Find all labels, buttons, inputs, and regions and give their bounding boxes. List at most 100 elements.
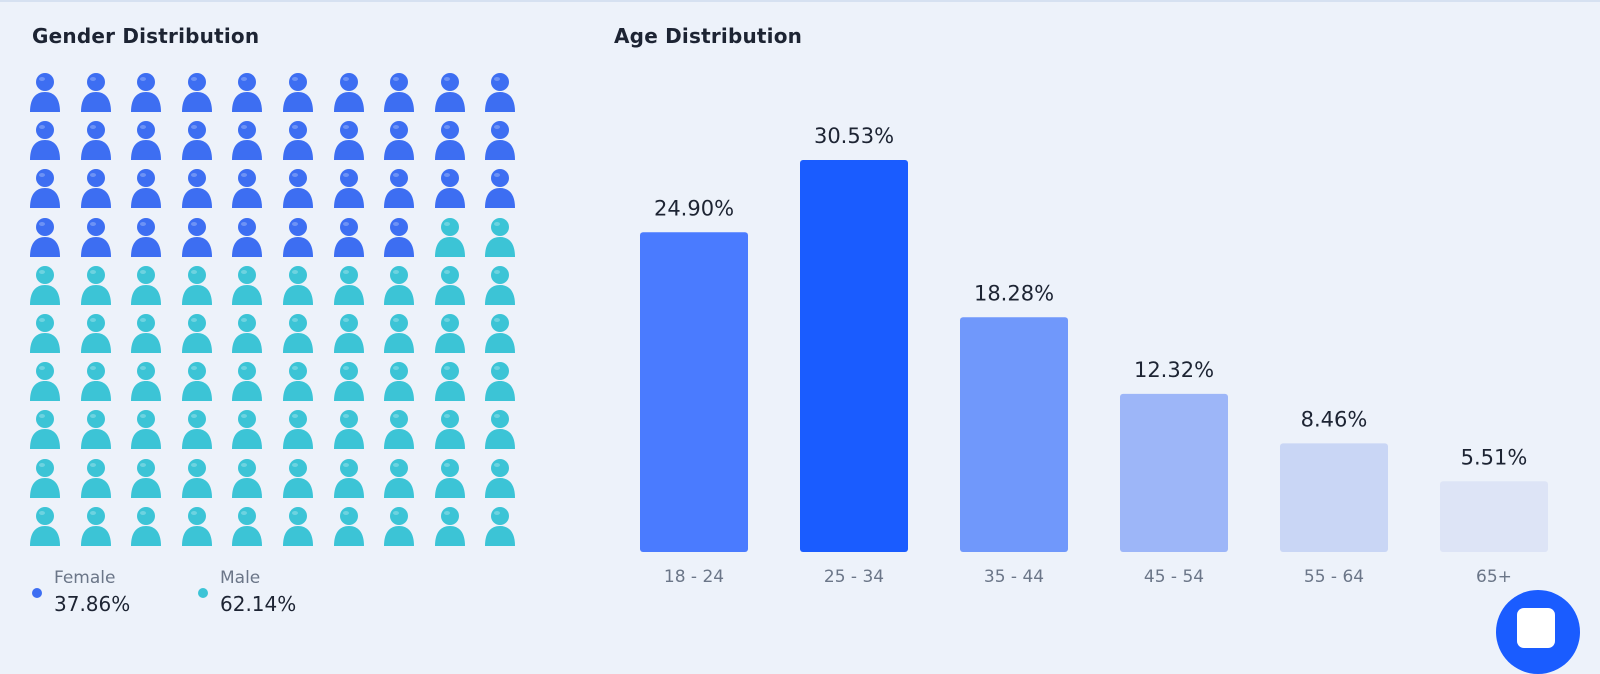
male-person-icon	[180, 265, 214, 305]
female-person-icon	[281, 120, 315, 161]
female-person-icon	[79, 120, 113, 161]
male-person-icon	[483, 361, 517, 402]
male-person-icon	[382, 361, 416, 402]
male-person-icon	[433, 313, 467, 353]
female-person-icon	[332, 168, 366, 209]
male-person-icon	[382, 313, 416, 353]
bar-value-label: 18.28%	[974, 281, 1054, 305]
female-person-icon	[28, 72, 62, 112]
male-person-icon	[230, 458, 264, 498]
male-person-icon	[382, 506, 416, 546]
chat-icon	[1517, 608, 1555, 648]
male-person-icon	[180, 361, 214, 402]
x-tick-label: 55 - 64	[1304, 567, 1364, 587]
age-distribution-title: Age Distribution	[614, 24, 803, 48]
male-person-icon	[230, 265, 264, 305]
bar-2[interactable]	[960, 317, 1068, 552]
male-person-icon	[79, 265, 113, 305]
x-tick-label: 18 - 24	[664, 567, 724, 587]
male-person-icon	[433, 217, 467, 257]
bar-1[interactable]	[800, 160, 908, 552]
female-person-icon	[129, 72, 163, 112]
male-person-icon	[332, 506, 366, 546]
male-person-icon	[433, 458, 467, 498]
female-legend-value: 37.86%	[54, 592, 131, 616]
male-person-icon	[332, 265, 366, 305]
male-legend-label: Male	[220, 568, 261, 588]
female-person-icon	[28, 168, 62, 209]
male-person-icon	[129, 361, 163, 402]
female-person-icon	[230, 217, 264, 257]
bar-4[interactable]	[1280, 443, 1388, 552]
male-person-icon	[129, 313, 163, 353]
male-person-icon	[281, 506, 315, 546]
male-person-icon	[433, 506, 467, 546]
male-person-icon	[433, 265, 467, 305]
male-person-icon	[28, 361, 62, 402]
female-person-icon	[28, 217, 62, 257]
male-person-icon	[382, 409, 416, 450]
male-legend-dot	[198, 588, 208, 598]
male-person-icon	[180, 409, 214, 450]
male-person-icon	[433, 361, 467, 402]
male-person-icon	[28, 458, 62, 498]
male-person-icon	[332, 458, 366, 498]
male-person-icon	[129, 506, 163, 546]
gender-icon-grid	[28, 72, 538, 552]
male-person-icon	[382, 458, 416, 498]
female-person-icon	[79, 168, 113, 209]
male-person-icon	[433, 409, 467, 450]
male-person-icon	[230, 409, 264, 450]
female-person-icon	[281, 168, 315, 209]
female-person-icon	[129, 217, 163, 257]
bar-3[interactable]	[1120, 393, 1228, 552]
male-person-icon	[483, 458, 517, 498]
male-person-icon	[180, 458, 214, 498]
female-person-icon	[180, 120, 214, 161]
male-person-icon	[79, 409, 113, 450]
female-person-icon	[129, 120, 163, 161]
female-person-icon	[483, 72, 517, 112]
male-person-icon	[79, 458, 113, 498]
female-person-icon	[230, 168, 264, 209]
female-person-icon	[433, 168, 467, 209]
male-person-icon	[79, 361, 113, 402]
male-person-icon	[28, 313, 62, 353]
female-person-icon	[79, 217, 113, 257]
bar-5[interactable]	[1440, 481, 1548, 552]
male-person-icon	[281, 409, 315, 450]
male-person-icon	[281, 458, 315, 498]
x-tick-label: 65+	[1476, 567, 1512, 587]
gender-distribution-title: Gender Distribution	[32, 24, 260, 48]
male-person-icon	[483, 217, 517, 257]
male-person-icon	[281, 313, 315, 353]
female-person-icon	[332, 72, 366, 112]
female-person-icon	[230, 120, 264, 161]
female-person-icon	[79, 72, 113, 112]
x-tick-label: 25 - 34	[824, 567, 884, 587]
male-person-icon	[281, 361, 315, 402]
male-person-icon	[483, 313, 517, 353]
male-person-icon	[28, 265, 62, 305]
male-person-icon	[230, 361, 264, 402]
bar-value-label: 24.90%	[654, 196, 734, 220]
female-person-icon	[332, 120, 366, 161]
male-person-icon	[281, 265, 315, 305]
female-person-icon	[382, 217, 416, 257]
female-person-icon	[28, 120, 62, 161]
male-person-icon	[332, 409, 366, 450]
bar-0[interactable]	[640, 232, 748, 552]
female-person-icon	[332, 217, 366, 257]
female-legend-label: Female	[54, 568, 116, 588]
male-person-icon	[180, 506, 214, 546]
male-person-icon	[28, 409, 62, 450]
male-person-icon	[129, 265, 163, 305]
male-person-icon	[79, 313, 113, 353]
female-person-icon	[382, 72, 416, 112]
male-legend-value: 62.14%	[220, 592, 297, 616]
male-person-icon	[483, 409, 517, 450]
male-person-icon	[332, 313, 366, 353]
male-person-icon	[129, 458, 163, 498]
male-person-icon	[129, 409, 163, 450]
male-person-icon	[230, 313, 264, 353]
